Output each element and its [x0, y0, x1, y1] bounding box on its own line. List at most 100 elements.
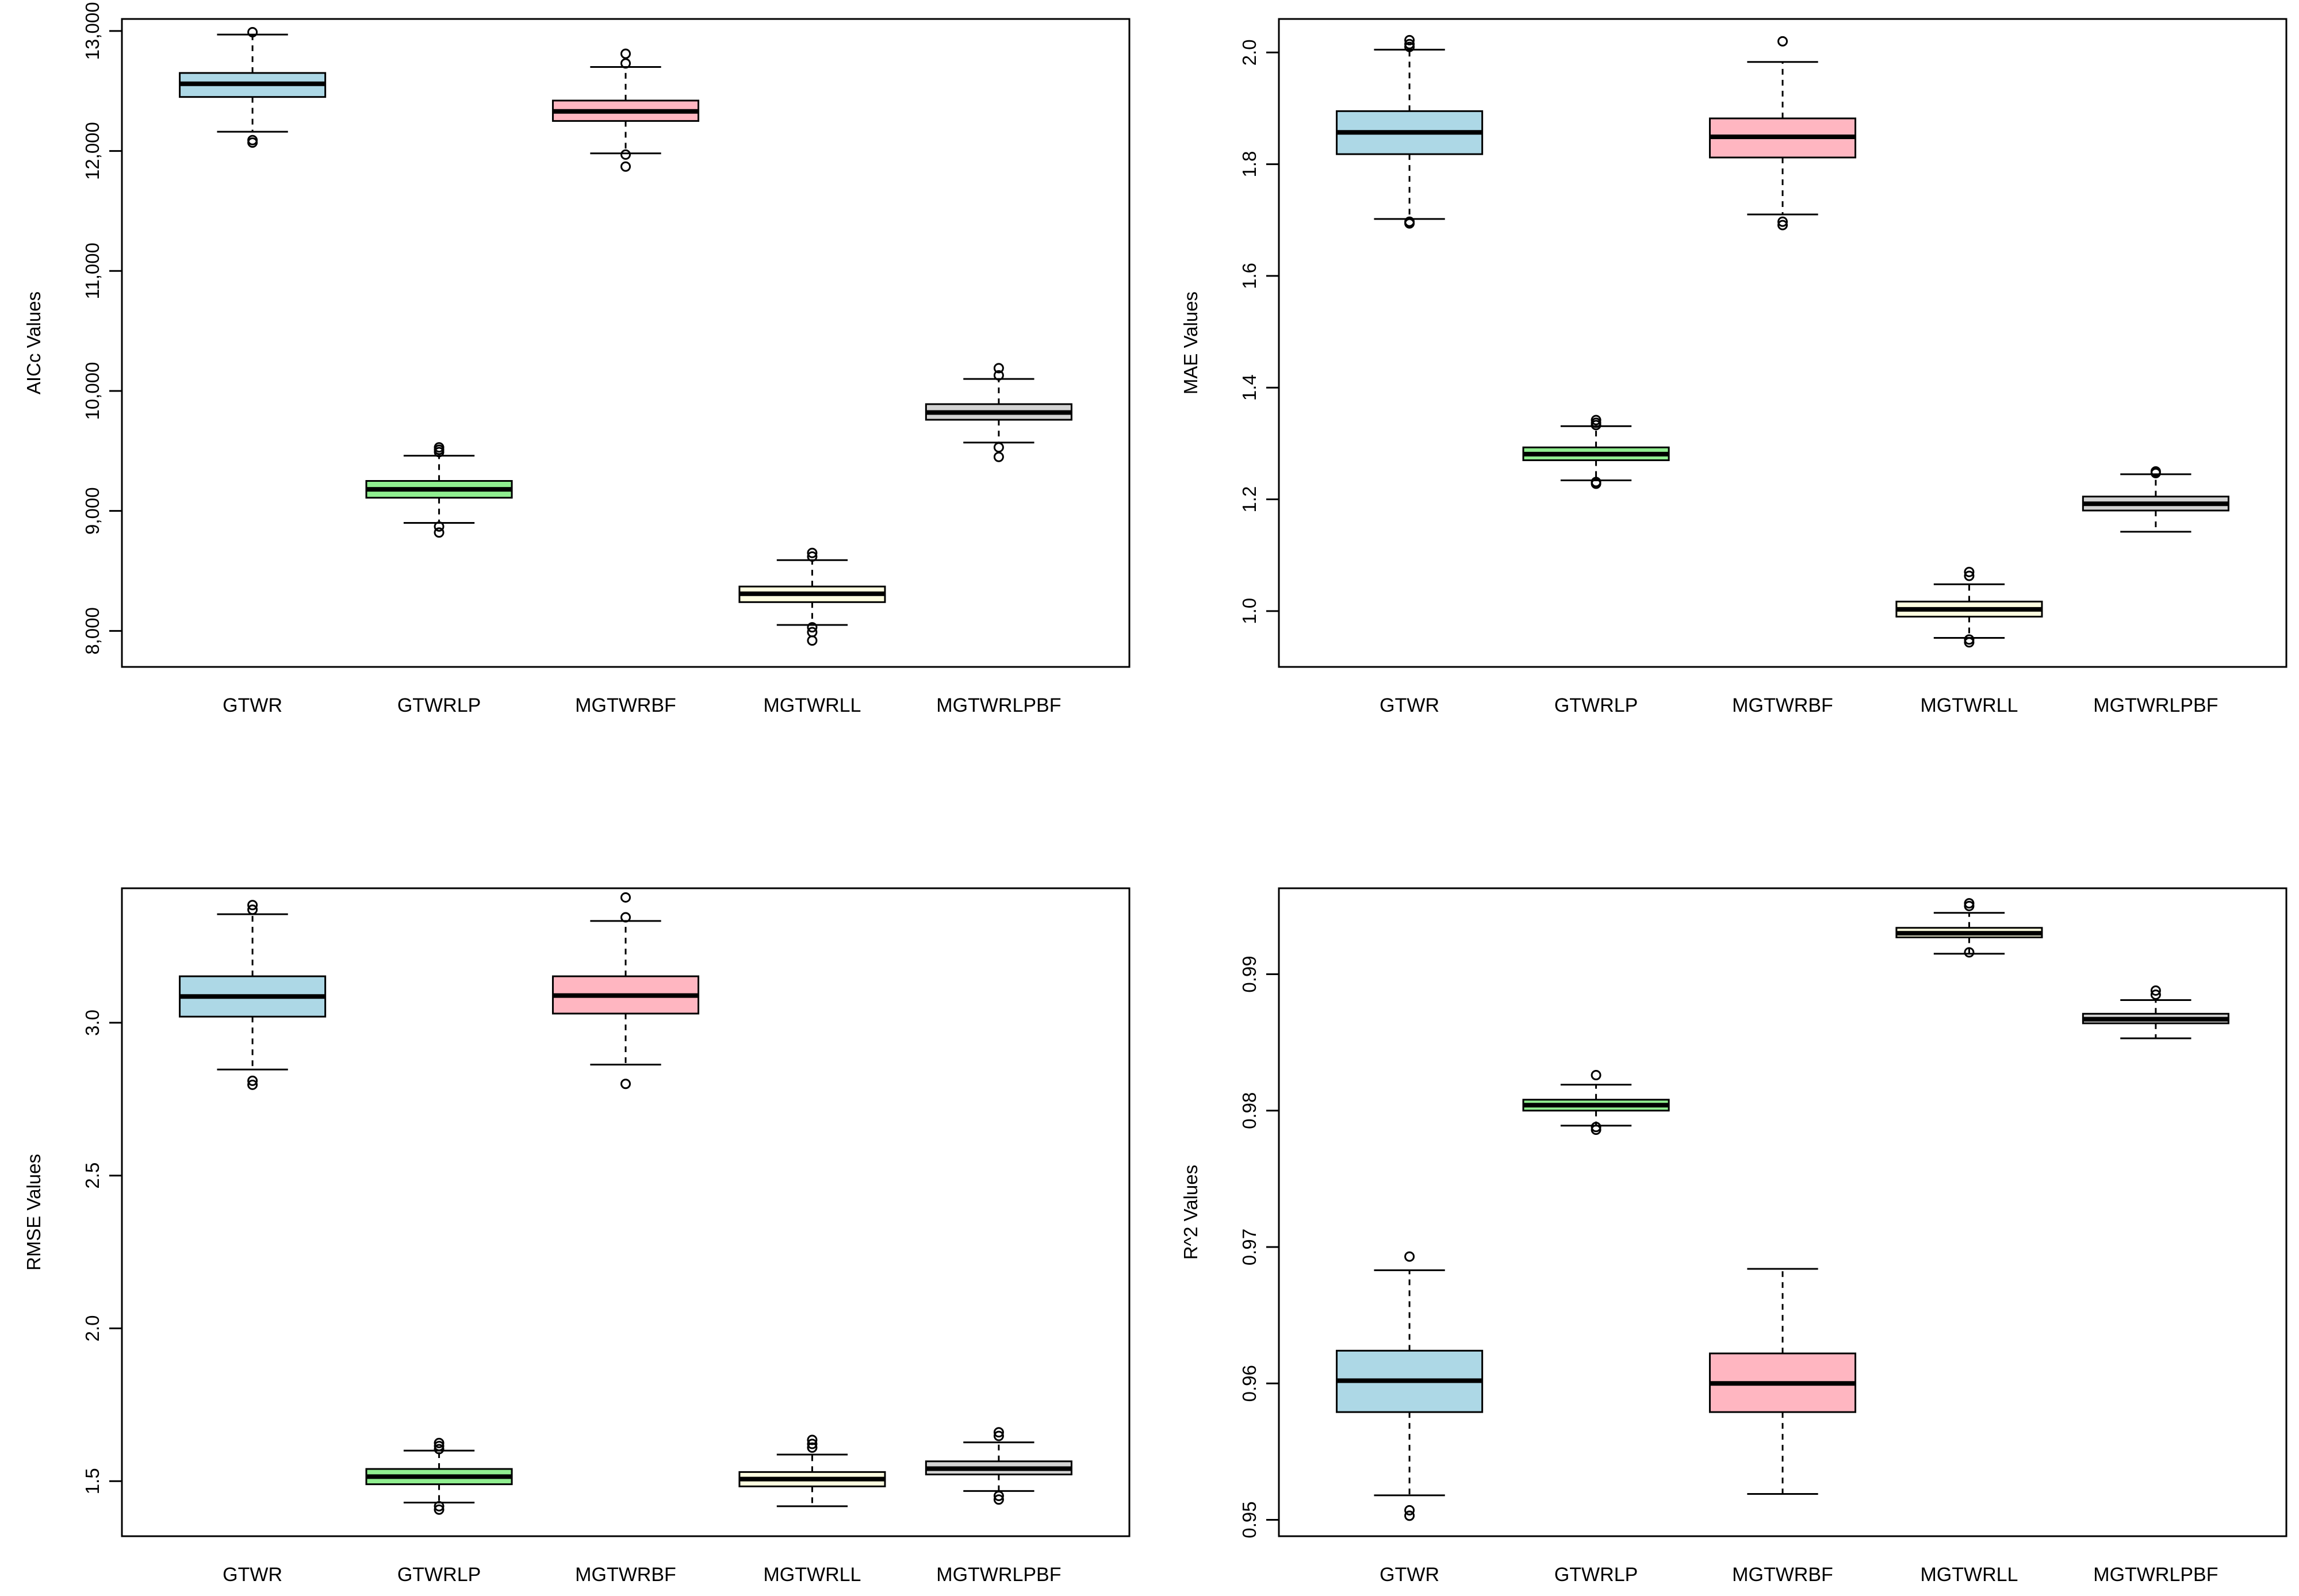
box-mgtwrlpbf: [2082, 466, 2229, 533]
box-mgtwrbf: [1708, 36, 1857, 231]
outlier-point: [807, 551, 818, 562]
outlier-point: [2150, 985, 2161, 996]
x-category-label: MGTWRLPBF: [2093, 1564, 2218, 1586]
x-category-label: GTWRLP: [397, 695, 481, 716]
outlier-point: [1591, 1070, 1601, 1081]
outlier-point: [434, 447, 445, 458]
x-category-label: MGTWRLPBF: [936, 1564, 1061, 1586]
x-category-label: MGTWRLL: [1920, 695, 2018, 716]
outlier-point: [1591, 1124, 1601, 1135]
plot-frame: [1278, 887, 2287, 1537]
outlier-point: [434, 1501, 445, 1511]
outlier-point: [993, 363, 1004, 374]
box-mgtwrll: [1895, 566, 2043, 648]
outlier-point: [1964, 570, 1975, 581]
box-mgtwrlpbf: [925, 1427, 1072, 1505]
outlier-point: [620, 149, 631, 160]
outlier-point: [434, 521, 445, 532]
box-mgtwrbf: [551, 48, 700, 172]
outlier-point: [247, 1075, 258, 1086]
outlier-point: [620, 48, 631, 59]
outlier-point: [434, 527, 445, 538]
outlier-point: [434, 1441, 445, 1452]
outlier-point: [1964, 900, 1975, 911]
outlier-point: [2150, 989, 2161, 1000]
x-category-label: MGTWRLL: [763, 695, 861, 716]
y-tick-label: 12,000: [82, 122, 103, 180]
outlier-point: [807, 1438, 818, 1449]
outlier-point: [993, 370, 1004, 381]
plot-frame: [1278, 18, 2287, 668]
outlier-point: [993, 451, 1004, 462]
outlier-point: [620, 1079, 631, 1089]
outlier-point: [807, 1434, 818, 1445]
outlier-point: [807, 1442, 818, 1453]
box-mgtwrll: [738, 547, 886, 646]
y-tick-label: 9,000: [82, 487, 103, 535]
outlier-point: [620, 912, 631, 923]
outlier-point: [247, 900, 258, 911]
outlier-point: [807, 635, 818, 646]
outlier-point: [2150, 467, 2161, 478]
r2-boxplot-panel: 0.95 0.96 0.97 0.98 0.99 R^2 Values GTWR GTWRLP…: [1180, 887, 2287, 1586]
y-tick-label: 0.99: [1239, 956, 1260, 992]
outlier-point: [620, 161, 631, 172]
y-axis-title: R^2 Values: [1180, 1165, 1201, 1260]
box-gtwrlp: [365, 1437, 513, 1515]
outlier-point: [993, 1427, 1004, 1438]
x-category-label: MGTWRLPBF: [2093, 695, 2218, 716]
outlier-point: [247, 26, 258, 37]
outlier-point: [434, 1437, 445, 1448]
y-tick-label: 8,000: [82, 607, 103, 655]
y-tick-label: 2.5: [82, 1163, 103, 1189]
box-gtwr: [179, 900, 327, 1090]
x-category-label: GTWR: [1380, 1564, 1439, 1586]
x-category-label: GTWR: [223, 1564, 282, 1586]
y-tick-label: 10,000: [82, 362, 103, 420]
outlier-point: [247, 904, 258, 915]
outlier-point: [620, 58, 631, 69]
box-gtwrlp: [1522, 415, 1670, 489]
box-gtwr: [1336, 34, 1484, 229]
outlier-point: [1777, 220, 1788, 231]
rmse-boxplot-panel: 1.5 2.0 2.5 3.0 RMSE Values GTWR GTWRLP MGTWRBF…: [23, 887, 1131, 1586]
outlier-point: [1964, 637, 1975, 648]
box-gtwr: [1336, 1251, 1484, 1521]
outlier-point: [247, 1079, 258, 1090]
outlier-point: [1964, 566, 1975, 577]
outlier-point: [807, 547, 818, 558]
box-gtwrlp: [365, 442, 513, 538]
x-category-label: GTWR: [1380, 695, 1439, 716]
plot-frame: [121, 887, 1131, 1537]
y-tick-label: 0.97: [1239, 1229, 1260, 1265]
outlier-point: [1777, 36, 1788, 47]
aicc-boxplot-panel: 8,000 9,000 10,000 11,000 12,000 13,000 AICc V…: [23, 2, 1131, 716]
box-mgtwrlpbf: [2082, 985, 2229, 1039]
x-category-label: MGTWRBF: [1732, 695, 1833, 716]
y-axis-title: RMSE Values: [23, 1154, 44, 1271]
y-tick-label: 3.0: [82, 1010, 103, 1036]
box-mgtwrll: [738, 1434, 886, 1507]
outlier-point: [1404, 34, 1415, 45]
x-category-label: GTWRLP: [1554, 695, 1638, 716]
y-tick-label: 13,000: [82, 2, 103, 60]
plot-frame: [121, 18, 1131, 668]
outlier-point: [993, 1490, 1004, 1501]
x-category-label: MGTWRLL: [1920, 1564, 2018, 1586]
outlier-point: [1404, 1505, 1415, 1516]
x-category-label: MGTWRBF: [575, 695, 676, 716]
outlier-point: [247, 137, 258, 148]
outlier-point: [993, 1430, 1004, 1441]
box-mgtwrbf: [1708, 1268, 1857, 1495]
outlier-point: [620, 892, 631, 903]
y-tick-label: 1.2: [1239, 486, 1260, 513]
outlier-point: [434, 1444, 445, 1455]
y-tick-label: 1.6: [1239, 263, 1260, 289]
outlier-point: [1404, 1251, 1415, 1262]
x-category-label: MGTWRLL: [763, 1564, 861, 1586]
outlier-point: [993, 442, 1004, 453]
box-mgtwrbf: [551, 892, 700, 1089]
y-tick-label: 1.5: [82, 1468, 103, 1494]
